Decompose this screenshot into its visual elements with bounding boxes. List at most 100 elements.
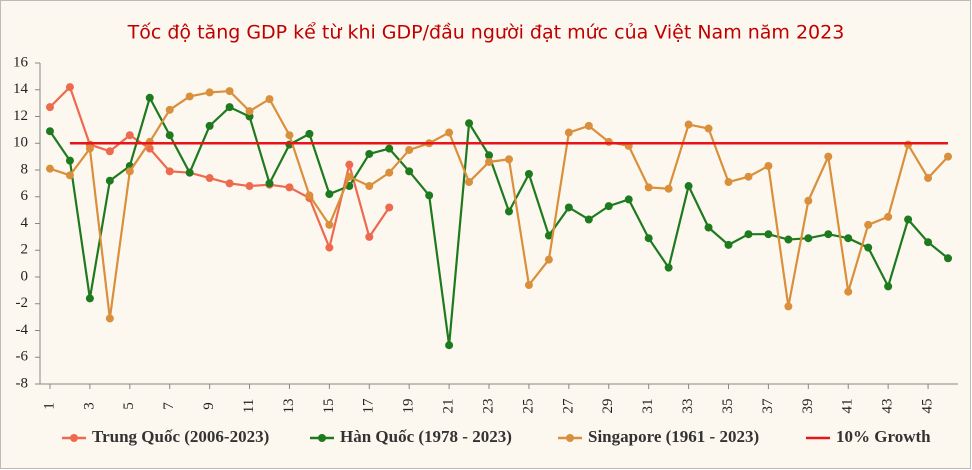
point bbox=[145, 137, 154, 146]
point bbox=[445, 128, 454, 137]
point bbox=[445, 341, 454, 350]
point bbox=[325, 190, 334, 199]
point bbox=[425, 191, 434, 200]
point bbox=[305, 191, 314, 200]
point bbox=[85, 294, 94, 303]
point bbox=[385, 168, 394, 177]
x-tick-label: 21 bbox=[441, 399, 457, 414]
point bbox=[105, 147, 114, 156]
y-tick-label: 8 bbox=[21, 161, 29, 177]
point bbox=[624, 195, 633, 204]
point bbox=[744, 230, 753, 239]
x-tick-label: 15 bbox=[321, 399, 337, 414]
legend-label: 10% Growth bbox=[836, 427, 931, 446]
point bbox=[365, 149, 374, 158]
x-tick-label: 37 bbox=[760, 398, 776, 414]
point bbox=[105, 314, 114, 323]
point bbox=[485, 157, 494, 166]
point bbox=[265, 179, 274, 188]
point bbox=[864, 243, 873, 252]
point bbox=[205, 174, 214, 183]
point bbox=[165, 105, 174, 114]
x-tick-label: 41 bbox=[840, 399, 856, 414]
point bbox=[704, 124, 713, 133]
point bbox=[804, 234, 813, 243]
point bbox=[165, 167, 174, 176]
y-tick-label: 14 bbox=[13, 81, 29, 97]
point bbox=[504, 155, 513, 164]
point bbox=[864, 220, 873, 229]
point bbox=[784, 302, 793, 311]
point bbox=[285, 131, 294, 140]
point bbox=[385, 203, 394, 212]
point bbox=[465, 119, 474, 128]
y-tick-label: -2 bbox=[16, 295, 29, 311]
point bbox=[65, 156, 74, 165]
legend-marker bbox=[318, 434, 326, 442]
point bbox=[684, 120, 693, 129]
point bbox=[844, 287, 853, 296]
point bbox=[185, 92, 194, 101]
point bbox=[824, 152, 833, 161]
legend-marker bbox=[70, 434, 78, 442]
point bbox=[125, 167, 134, 176]
x-tick-label: 13 bbox=[281, 399, 297, 414]
point bbox=[784, 235, 793, 244]
series-line bbox=[49, 94, 949, 346]
y-tick-label: 10 bbox=[13, 135, 28, 151]
point bbox=[824, 230, 833, 239]
point bbox=[544, 231, 553, 240]
point bbox=[145, 93, 154, 102]
point bbox=[465, 178, 474, 187]
point bbox=[265, 95, 274, 104]
point bbox=[764, 161, 773, 170]
point bbox=[45, 164, 54, 173]
point bbox=[844, 234, 853, 243]
x-tick-label: 23 bbox=[480, 399, 496, 414]
x-tick-label: 11 bbox=[241, 399, 257, 413]
point bbox=[884, 212, 893, 221]
point bbox=[285, 183, 294, 192]
point bbox=[205, 88, 214, 97]
point bbox=[185, 168, 194, 177]
x-tick-label: 27 bbox=[560, 398, 576, 414]
point bbox=[65, 83, 74, 92]
point bbox=[225, 179, 234, 188]
point bbox=[564, 203, 573, 212]
point bbox=[904, 215, 913, 224]
point bbox=[325, 220, 334, 229]
x-tick-label: 45 bbox=[920, 399, 936, 414]
point bbox=[684, 182, 693, 191]
point bbox=[564, 128, 573, 137]
point bbox=[65, 171, 74, 180]
legend-label: Trung Quốc (2006-2023) bbox=[92, 427, 269, 446]
x-tick-label: 31 bbox=[640, 399, 656, 414]
point bbox=[365, 232, 374, 241]
point bbox=[764, 230, 773, 239]
point bbox=[485, 151, 494, 160]
x-tick-label: 3 bbox=[81, 402, 97, 410]
point bbox=[105, 176, 114, 185]
point bbox=[924, 174, 933, 183]
y-tick-label: -6 bbox=[16, 349, 29, 365]
y-tick-label: -8 bbox=[16, 375, 29, 391]
x-tick-label: 35 bbox=[720, 399, 736, 414]
point bbox=[524, 170, 533, 179]
x-tick-label: 43 bbox=[880, 399, 896, 414]
point bbox=[724, 240, 733, 249]
point bbox=[504, 207, 513, 216]
y-tick-label: 0 bbox=[21, 268, 29, 284]
point bbox=[225, 87, 234, 96]
point bbox=[544, 255, 553, 264]
point bbox=[944, 254, 953, 263]
point bbox=[584, 215, 593, 224]
point bbox=[45, 127, 54, 136]
x-tick-label: 9 bbox=[201, 402, 217, 410]
x-tick-label: 33 bbox=[680, 399, 696, 414]
x-tick-label: 1 bbox=[41, 402, 57, 410]
y-tick-label: 6 bbox=[21, 188, 29, 204]
point bbox=[165, 131, 174, 140]
x-tick-label: 29 bbox=[600, 399, 616, 414]
y-tick-label: 4 bbox=[21, 215, 29, 231]
